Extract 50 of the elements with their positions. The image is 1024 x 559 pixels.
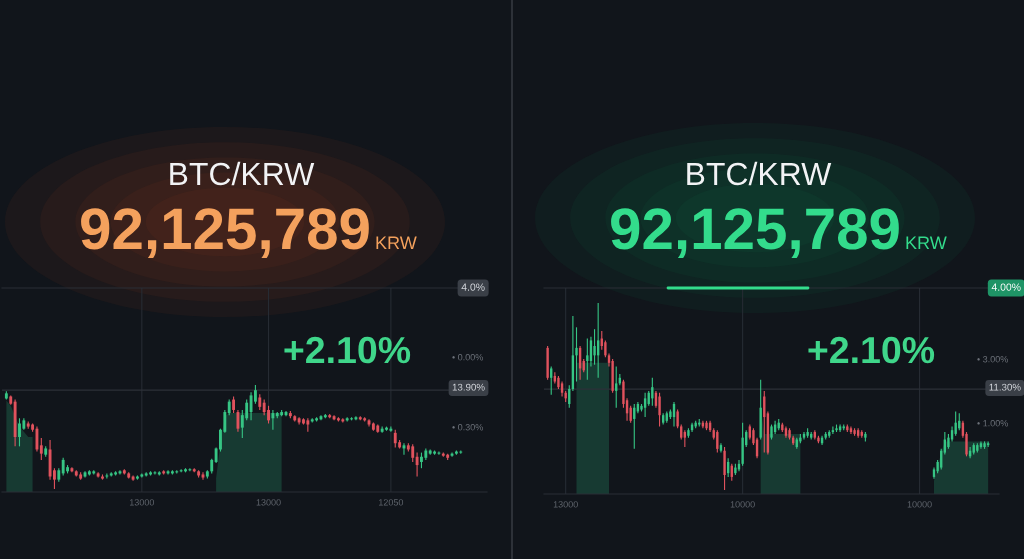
x-tick-label: 10000 <box>907 501 932 508</box>
candlestick <box>105 472 109 480</box>
candlestick <box>267 405 270 425</box>
text: 4.00% <box>991 283 1021 291</box>
chart-title: BTC/KRW <box>170 161 315 186</box>
x-tick-label: 10000 <box>730 501 755 508</box>
candlestick <box>306 417 310 433</box>
x-tick-label: 12050 <box>379 499 404 506</box>
annotation: • 1.00% <box>977 420 1008 427</box>
candlestick <box>39 437 43 461</box>
candlestick <box>643 392 647 418</box>
candlestick <box>593 328 596 366</box>
annotation: 13.90% <box>452 383 485 391</box>
x-tick-label: 13000 <box>256 499 281 506</box>
annotation: +2.10% <box>808 336 935 364</box>
candlestick <box>586 337 589 381</box>
candlestick <box>297 416 301 426</box>
text: KRW <box>906 236 947 249</box>
chart-title: BTC/KRW <box>687 161 832 186</box>
candlestick <box>705 420 708 431</box>
candlestick <box>184 467 187 473</box>
text: • 0.00% <box>452 354 483 361</box>
text: 4.0% <box>461 283 485 291</box>
candlestick <box>676 409 679 429</box>
candlestick <box>658 392 661 427</box>
candlestick <box>831 425 835 435</box>
candlestick <box>716 429 719 454</box>
annotation: • 0.30% <box>452 424 483 431</box>
candlestick <box>389 426 393 433</box>
text: KRW <box>376 236 417 249</box>
annotation: • 3.00% <box>977 356 1008 363</box>
candlestick <box>302 417 305 426</box>
candlestick <box>415 452 419 478</box>
candlestick <box>131 474 135 482</box>
candlestick <box>18 417 21 447</box>
candlestick <box>651 377 654 407</box>
x-tick-label: 13000 <box>129 499 155 506</box>
candlestick <box>385 426 388 432</box>
candlestick <box>550 366 553 396</box>
chart-subtitle: 92,125,789 <box>611 208 899 259</box>
annotation: 11.30% <box>989 383 1021 391</box>
text: +2.10% <box>284 336 411 364</box>
candlestick <box>253 384 257 405</box>
x-tick-label: 13000 <box>553 501 578 508</box>
chart-subtitle: 92,125,789 <box>81 208 369 259</box>
candlestick <box>271 409 275 431</box>
candlestick <box>954 410 957 437</box>
candlestick <box>101 473 104 481</box>
candlestick <box>770 423 773 441</box>
candlestick <box>835 423 838 433</box>
